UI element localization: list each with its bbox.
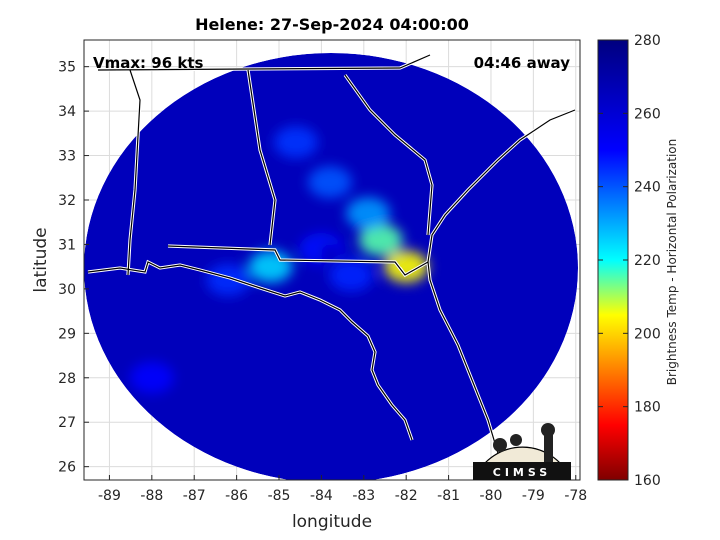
brightness-feature [358, 224, 403, 256]
y-tick-label: 27 [58, 415, 76, 431]
logo-text: CIMSS [493, 466, 551, 479]
colorbar-ticks: 160 180 200 220 240 260 280 [598, 33, 661, 489]
x-tick-label: -81 [437, 488, 460, 504]
colorbar-tick-label: 240 [634, 180, 661, 196]
swath-background [84, 53, 578, 480]
brightness-feature [307, 166, 352, 199]
x-tick-label: -88 [140, 488, 163, 504]
y-axis-label: latitude [31, 227, 51, 292]
y-tick-label: 34 [58, 104, 76, 120]
swath-layer [84, 53, 578, 480]
chart-title: Helene: 27-Sep-2024 04:00:00 [195, 15, 469, 34]
y-tick-label: 29 [58, 326, 76, 342]
y-tick-label: 30 [58, 282, 76, 298]
brightness-feature [129, 361, 174, 394]
y-tick-label: 33 [58, 149, 76, 165]
y-tick-label: 32 [58, 193, 76, 209]
x-ticks: -89 -88 -87 -86 -85 -84 -83 -82 -81 -80 -79 -78 [98, 475, 587, 504]
colorbar-label: Brightness Temp - Horizontal Polarizatio… [665, 139, 679, 386]
map-outline [87, 54, 576, 461]
x-tick-label: -85 [268, 488, 291, 504]
cimss-logo: CIMSS [473, 423, 571, 480]
x-tick-label: -82 [395, 488, 418, 504]
storm-eye [320, 244, 339, 263]
y-tick-label: 31 [58, 237, 76, 253]
x-axis-label: longitude [292, 512, 372, 532]
colorbar-tick-label: 220 [634, 253, 661, 269]
time-away-annotation: 04:46 away [474, 54, 571, 72]
y-tick-label: 35 [58, 60, 76, 76]
y-ticks: 26 27 28 29 30 31 32 33 34 35 [58, 60, 89, 476]
x-tick-label: -78 [564, 488, 587, 504]
axes-box [83, 39, 581, 481]
brightness-feature [273, 126, 318, 159]
x-tick-label: -79 [522, 488, 545, 504]
x-tick-label: -80 [480, 488, 503, 504]
colorbar-tick-label: 200 [634, 326, 661, 342]
x-tick-label: -84 [310, 488, 333, 504]
colorbar-tick-label: 260 [634, 106, 661, 122]
x-tick-label: -83 [352, 488, 375, 504]
colorbar-tick-label: 180 [634, 400, 661, 416]
colorbar-tick-label: 160 [634, 473, 661, 489]
x-tick-label: -87 [183, 488, 206, 504]
y-tick-label: 28 [58, 371, 76, 387]
vmax-annotation: Vmax: 96 kts [93, 54, 203, 72]
x-tick-label: -86 [225, 488, 248, 504]
brightness-feature [206, 264, 251, 296]
brightness-feature [248, 250, 293, 283]
y-tick-label: 26 [58, 460, 76, 476]
colorbar-tick-label: 280 [634, 33, 661, 49]
brightness-feature [384, 250, 429, 283]
brightness-feature [329, 259, 374, 292]
brightness-feature [346, 197, 391, 230]
x-tick-label: -89 [98, 488, 121, 504]
